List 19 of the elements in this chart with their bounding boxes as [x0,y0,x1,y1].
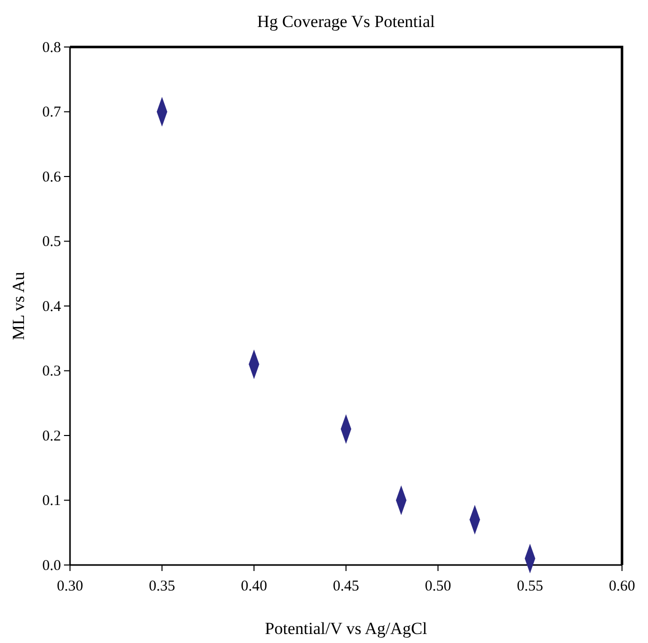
x-tick-label: 0.35 [148,578,176,594]
y-tick-label: 0.6 [42,169,62,186]
x-tick-label: 0.55 [516,578,544,594]
y-tick-label: 0.4 [42,298,62,315]
y-axis-title: ML vs Au [9,271,28,340]
y-tick-label: 0.1 [42,493,61,510]
x-tick-label: 0.40 [240,578,268,594]
y-tick-label: 0.5 [42,234,61,250]
y-tick-label: 0.3 [42,364,61,380]
y-tick-label: 0.0 [42,558,61,574]
chart-title: Hg Coverage Vs Potential [257,12,436,31]
y-tick-label: 0.7 [42,104,62,121]
y-tick-label: 0.8 [42,40,61,56]
x-tick-label: 0.50 [424,578,452,594]
x-tick-label: 0.30 [56,578,84,594]
x-tick-label: 0.45 [332,578,360,594]
x-axis-title: Potential/V vs Ag/AgCl [264,619,428,638]
x-tick-label: 0.60 [608,578,636,594]
y-tick-label: 0.2 [42,428,61,444]
